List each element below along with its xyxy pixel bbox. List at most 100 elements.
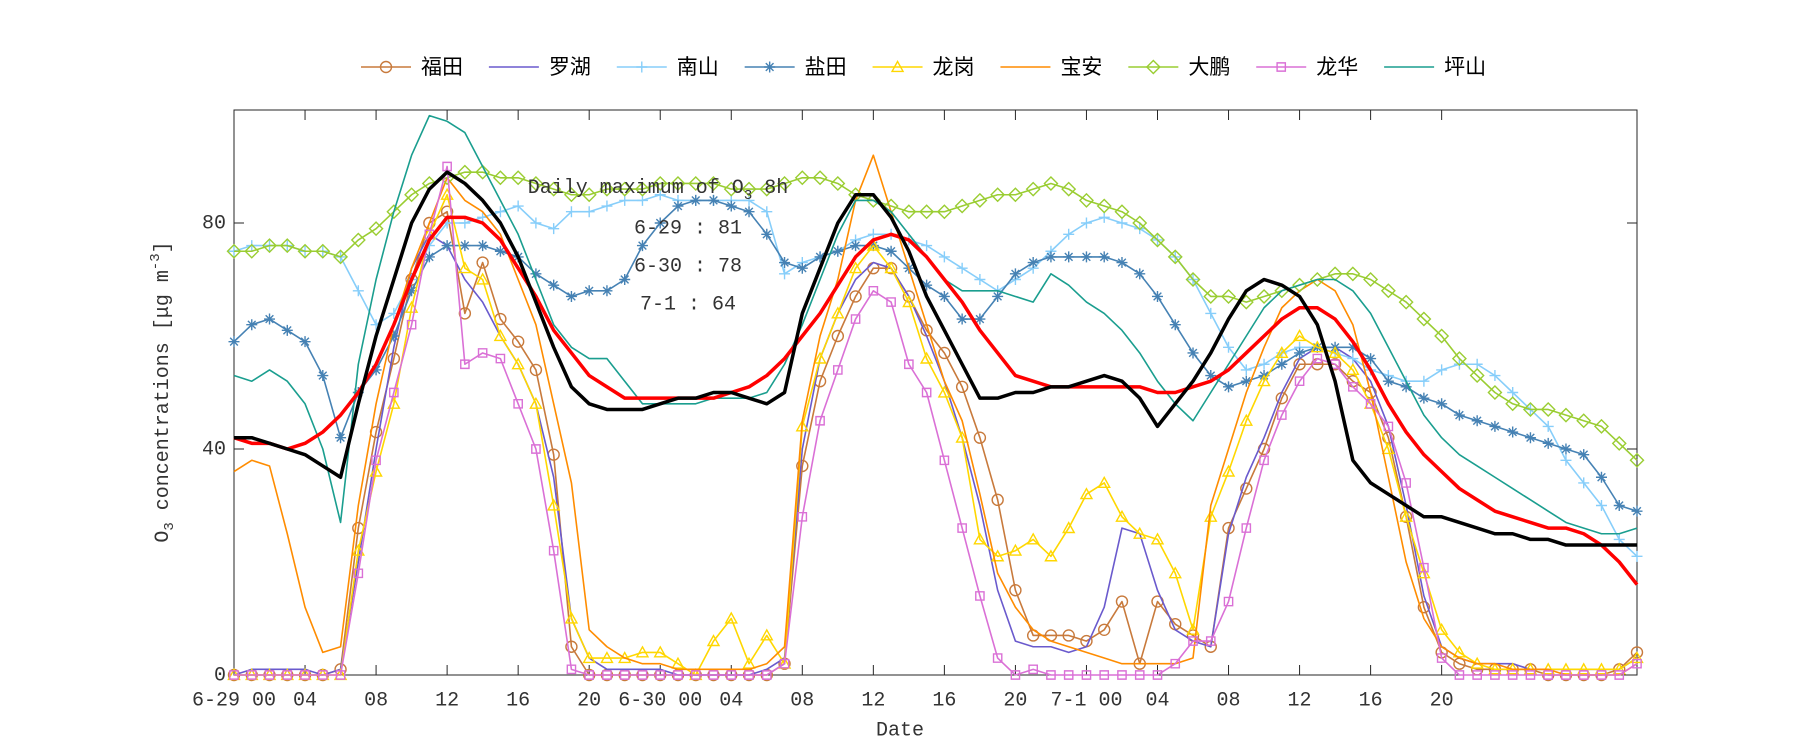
marker bbox=[921, 240, 933, 252]
marker bbox=[1345, 266, 1361, 282]
marker bbox=[1434, 622, 1449, 635]
marker bbox=[226, 243, 242, 259]
marker bbox=[1098, 251, 1110, 263]
x-tick-label: 20 bbox=[1430, 689, 1454, 712]
x-tick-label: 16 bbox=[932, 689, 956, 712]
marker bbox=[796, 459, 809, 473]
marker bbox=[956, 313, 968, 325]
marker bbox=[582, 651, 596, 664]
marker bbox=[885, 245, 897, 257]
marker bbox=[404, 187, 420, 203]
series-line bbox=[233, 233, 1638, 676]
marker bbox=[1348, 382, 1358, 392]
marker bbox=[1152, 670, 1163, 680]
marker bbox=[1256, 288, 1272, 304]
marker bbox=[902, 295, 916, 308]
marker bbox=[1167, 249, 1183, 265]
marker bbox=[475, 164, 491, 180]
marker bbox=[1043, 175, 1059, 191]
marker bbox=[777, 175, 793, 191]
legend-label: 南山 bbox=[677, 55, 719, 79]
marker bbox=[1133, 526, 1147, 539]
marker bbox=[1365, 398, 1376, 409]
marker bbox=[1276, 410, 1287, 420]
y-tick-label: 80 bbox=[202, 212, 226, 235]
x-tick-label: 16 bbox=[1359, 689, 1383, 712]
marker bbox=[992, 290, 1004, 302]
marker bbox=[1489, 370, 1501, 382]
marker bbox=[990, 187, 1006, 203]
marker bbox=[1099, 670, 1110, 680]
y-tick-label: 40 bbox=[202, 438, 226, 461]
marker bbox=[335, 670, 346, 680]
marker bbox=[1454, 670, 1465, 680]
marker bbox=[761, 670, 772, 680]
series-line bbox=[233, 193, 1638, 557]
marker bbox=[706, 634, 721, 647]
marker bbox=[601, 200, 613, 212]
marker bbox=[1062, 629, 1075, 642]
marker bbox=[723, 181, 739, 197]
legend-label: 盐田 bbox=[805, 55, 847, 79]
marker bbox=[636, 194, 648, 206]
marker bbox=[938, 251, 950, 263]
marker bbox=[494, 245, 506, 257]
marker bbox=[387, 352, 401, 365]
marker bbox=[671, 656, 685, 669]
marker bbox=[1132, 215, 1148, 231]
marker bbox=[921, 387, 932, 398]
marker bbox=[511, 335, 525, 348]
series-line bbox=[234, 171, 1638, 461]
marker bbox=[764, 61, 776, 73]
marker bbox=[884, 261, 898, 274]
marker bbox=[441, 240, 453, 252]
marker bbox=[672, 200, 684, 212]
marker bbox=[475, 272, 490, 285]
marker bbox=[1418, 375, 1430, 387]
marker bbox=[759, 181, 775, 197]
marker bbox=[992, 653, 1003, 663]
legend-label: 罗湖 bbox=[549, 55, 591, 79]
marker bbox=[1080, 217, 1092, 229]
marker bbox=[1169, 319, 1181, 331]
annotation-line: 6-30 : 78 bbox=[634, 255, 742, 278]
marker bbox=[850, 240, 862, 252]
marker bbox=[1258, 358, 1270, 370]
marker bbox=[1436, 653, 1447, 663]
marker bbox=[584, 670, 595, 680]
marker bbox=[1205, 636, 1216, 646]
marker bbox=[477, 348, 488, 358]
marker bbox=[406, 285, 418, 297]
x-tick-label: 04 bbox=[1145, 689, 1169, 712]
marker bbox=[1259, 455, 1269, 466]
x-tick-label: 04 bbox=[719, 689, 743, 712]
marker bbox=[1613, 500, 1625, 511]
marker bbox=[460, 359, 470, 370]
marker bbox=[1542, 437, 1554, 449]
marker bbox=[688, 175, 704, 191]
marker bbox=[512, 200, 524, 212]
marker bbox=[279, 238, 295, 254]
marker bbox=[1434, 328, 1450, 344]
marker bbox=[1061, 181, 1077, 197]
marker bbox=[832, 365, 843, 375]
marker bbox=[264, 313, 276, 325]
marker bbox=[495, 353, 506, 364]
marker bbox=[1170, 658, 1181, 669]
marker bbox=[954, 198, 970, 214]
marker bbox=[938, 346, 951, 360]
marker bbox=[1560, 443, 1572, 455]
marker bbox=[282, 670, 293, 680]
marker bbox=[1507, 670, 1518, 680]
x-tick-label: 20 bbox=[1003, 689, 1027, 712]
marker bbox=[670, 175, 686, 191]
marker bbox=[956, 262, 968, 274]
marker bbox=[1418, 392, 1430, 404]
marker bbox=[317, 370, 329, 382]
marker bbox=[1239, 413, 1253, 426]
marker bbox=[1630, 651, 1644, 664]
marker bbox=[565, 290, 577, 302]
marker bbox=[1275, 346, 1289, 359]
marker bbox=[459, 217, 471, 229]
marker bbox=[890, 60, 905, 73]
